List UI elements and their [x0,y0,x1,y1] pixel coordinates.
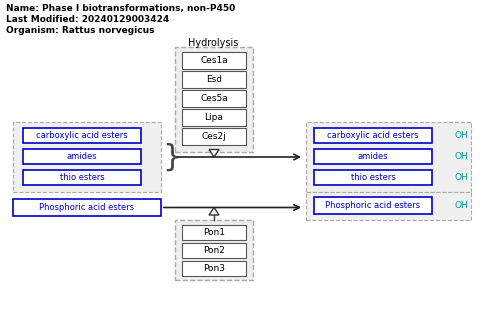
Bar [13,122,161,192]
Text: OH: OH [454,131,468,140]
Bar [175,220,253,280]
Text: amides: amides [67,152,97,161]
Polygon shape [209,150,219,157]
Text: Lipa: Lipa [204,113,223,122]
Text: Pon2: Pon2 [203,246,225,255]
Bar [182,90,246,107]
Bar [314,128,432,143]
Bar [23,149,141,164]
Bar [182,71,246,88]
Bar [306,192,471,220]
Bar [23,128,141,143]
Text: Pon3: Pon3 [203,264,225,273]
Bar [306,122,471,192]
Text: Hydrolysis: Hydrolysis [188,38,238,48]
Text: carboxylic acid esters: carboxylic acid esters [36,131,128,140]
Bar [23,170,141,185]
Bar [13,199,161,216]
Text: OH: OH [454,201,468,210]
Text: Esd: Esd [206,75,222,84]
Text: amides: amides [358,152,388,161]
Text: }: } [162,142,181,172]
Bar [182,261,246,276]
Bar [182,225,246,240]
Text: Ces5a: Ces5a [200,94,228,103]
Bar [182,243,246,258]
Bar [182,109,246,126]
Text: Phosphoric acid esters: Phosphoric acid esters [325,201,420,210]
Bar [314,149,432,164]
Text: OH: OH [454,173,468,182]
Text: Name: Phase I biotransformations, non-P450: Name: Phase I biotransformations, non-P4… [6,4,235,13]
Text: Pon1: Pon1 [203,228,225,237]
Text: Phosphoric acid esters: Phosphoric acid esters [39,203,134,212]
Text: Ces2j: Ces2j [202,132,227,141]
Text: OH: OH [454,152,468,161]
Bar [182,128,246,145]
Text: thio esters: thio esters [60,173,104,182]
Bar [314,197,432,214]
Text: Last Modified: 20240129003424: Last Modified: 20240129003424 [6,15,169,24]
Polygon shape [209,208,219,215]
Bar [314,170,432,185]
Bar [182,52,246,69]
Text: Ces1a: Ces1a [200,56,228,65]
Bar [175,47,253,152]
Text: carboxylic acid esters: carboxylic acid esters [327,131,419,140]
Text: thio esters: thio esters [350,173,396,182]
Text: Organism: Rattus norvegicus: Organism: Rattus norvegicus [6,26,155,35]
